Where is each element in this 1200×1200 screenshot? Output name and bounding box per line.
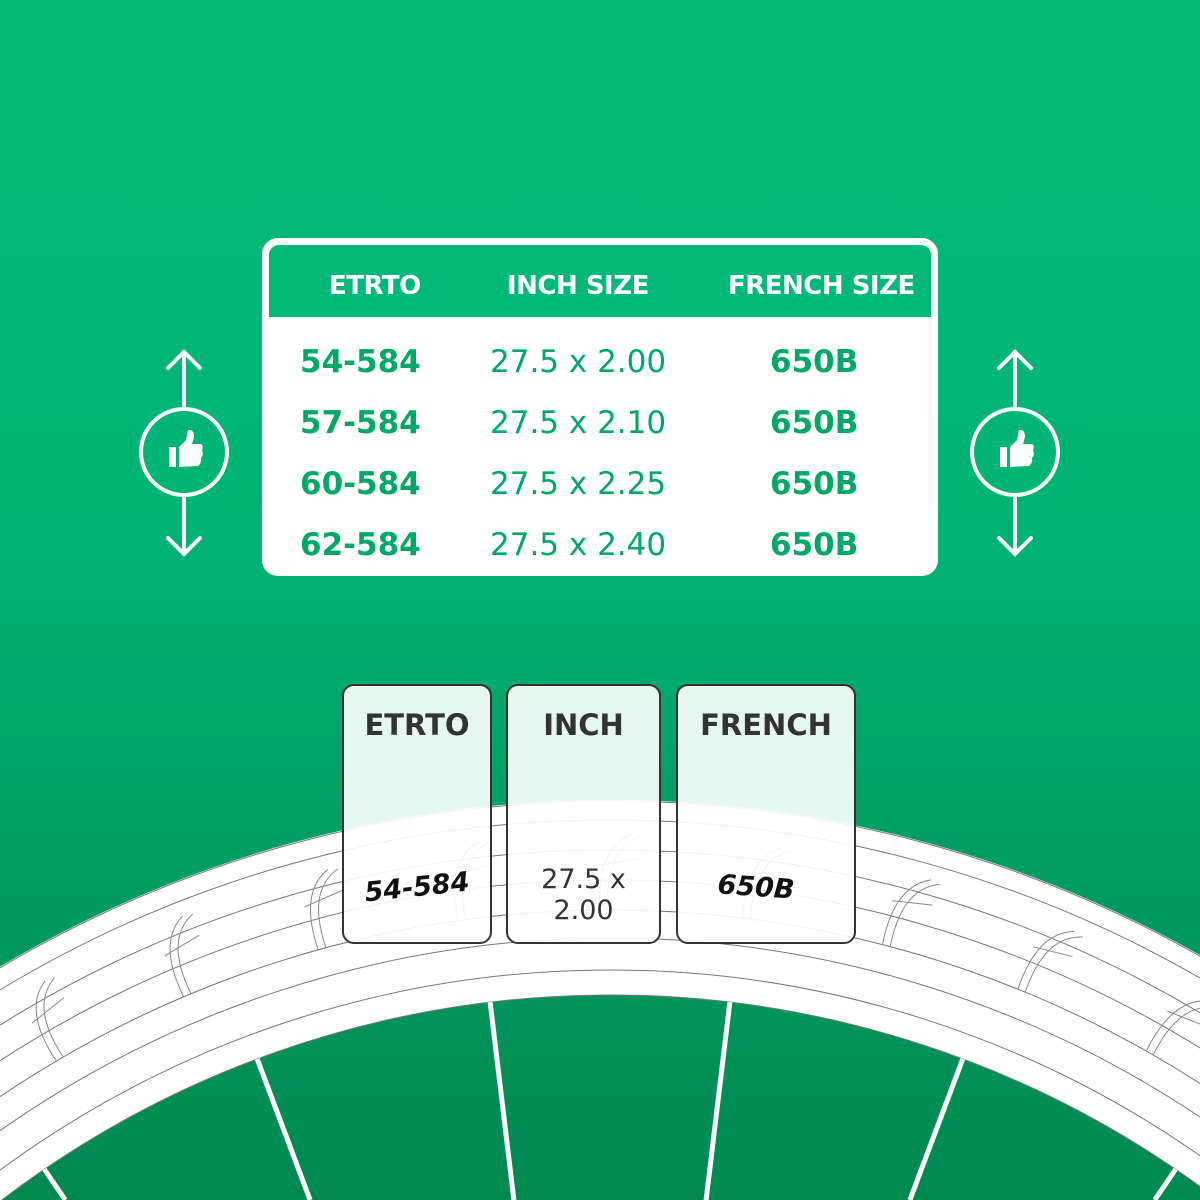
cell-french: 650B xyxy=(770,466,859,502)
card-value: 27.5 x 2.00 xyxy=(541,864,626,926)
tread-logo xyxy=(1145,1000,1200,1056)
thumbs-up-icon xyxy=(169,429,203,467)
tread-logo xyxy=(31,977,65,1062)
tire-line xyxy=(1,994,1200,1200)
cell-inch: 27.5 x 2.40 xyxy=(490,527,667,563)
cell-etrto: 57-584 xyxy=(300,405,421,441)
cell-inch: 27.5 x 2.25 xyxy=(490,466,667,502)
cell-etrto: 54-584 xyxy=(300,344,421,380)
tread-logo xyxy=(1017,930,1083,993)
cell-inch: 27.5 x 2.00 xyxy=(490,344,667,380)
card-title: INCH xyxy=(543,708,624,742)
cell-french: 650B xyxy=(770,527,859,563)
spoke xyxy=(487,1001,517,1200)
size-arrow-left xyxy=(139,349,229,557)
spoke xyxy=(703,1001,733,1200)
size-arrow-right xyxy=(970,349,1060,557)
cell-french: 650B xyxy=(770,344,859,380)
tire-card-etrto: ETRTO 54-584 xyxy=(342,684,492,944)
spoke xyxy=(42,1167,68,1200)
tread-logo xyxy=(304,868,342,950)
card-value: 54-584 xyxy=(363,866,471,909)
card-title: FRENCH xyxy=(700,708,832,742)
spoke xyxy=(1152,1167,1178,1200)
table-header: ETRTO INCH SIZE FRENCH SIZE xyxy=(269,245,931,317)
card-title: ETRTO xyxy=(364,708,470,742)
spoke xyxy=(907,1058,966,1200)
size-table: ETRTO INCH SIZE FRENCH SIZE 54-584 27.5 x… xyxy=(262,238,938,576)
tire-card-inch: INCH 27.5 x 2.00 xyxy=(506,684,661,944)
card-value: 650B xyxy=(716,869,796,906)
cell-etrto: 60-584 xyxy=(300,466,421,502)
cell-french: 650B xyxy=(770,405,859,441)
cell-inch: 27.5 x 2.10 xyxy=(490,405,667,441)
thumbs-up-icon xyxy=(1000,429,1034,467)
cell-etrto: 62-584 xyxy=(300,527,421,563)
header-etrto: ETRTO xyxy=(329,271,421,301)
tread-logo xyxy=(881,879,941,947)
header-inch-size: INCH SIZE xyxy=(507,271,649,301)
tread-logo xyxy=(164,913,200,998)
tire-line xyxy=(0,969,1200,1171)
tire-card-french: FRENCH 650B xyxy=(676,684,856,944)
header-french-size: FRENCH SIZE xyxy=(728,271,915,301)
spoke xyxy=(254,1058,313,1200)
